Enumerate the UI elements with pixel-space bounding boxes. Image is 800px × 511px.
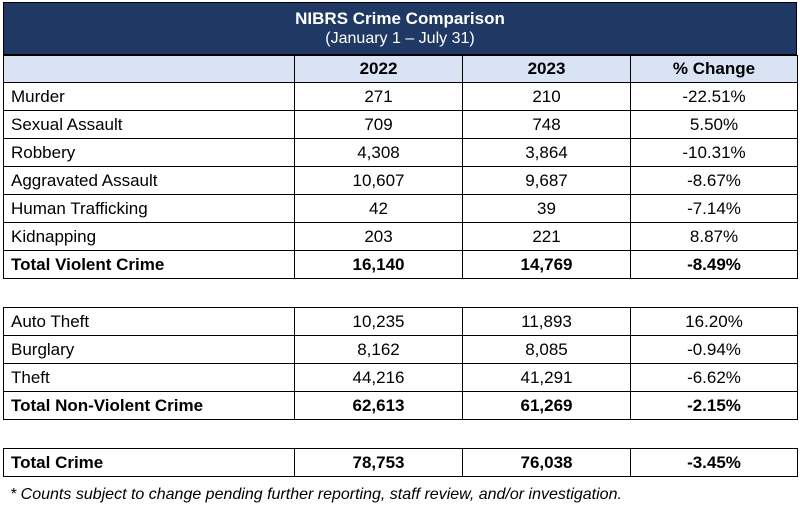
value-2022: 10,607 bbox=[294, 166, 463, 195]
crime-table-container: NIBRS Crime Comparison (January 1 – July… bbox=[3, 2, 798, 477]
percent-change: 5.50% bbox=[630, 110, 798, 139]
table-row: Auto Theft 10,235 11,893 16.20% bbox=[3, 307, 798, 336]
header-cell-change: % Change bbox=[630, 55, 798, 83]
table-banner: NIBRS Crime Comparison (January 1 – July… bbox=[3, 2, 797, 55]
table-body: 2022 2023 % Change Murder 271 210 -22.51% Se… bbox=[3, 55, 798, 477]
value-2022: 44,216 bbox=[294, 363, 463, 392]
value-2022: 42 bbox=[294, 194, 463, 223]
percent-change: -3.45% bbox=[630, 448, 798, 477]
value-2022: 62,613 bbox=[294, 391, 463, 420]
percent-change: -7.14% bbox=[630, 194, 798, 223]
value-2022: 10,235 bbox=[294, 307, 463, 336]
row-label: Sexual Assault bbox=[3, 110, 295, 139]
value-2023: 41,291 bbox=[462, 363, 631, 392]
value-2023: 748 bbox=[462, 110, 631, 139]
percent-change: -8.49% bbox=[630, 250, 798, 279]
header-row: 2022 2023 % Change bbox=[3, 55, 798, 83]
value-2023: 11,893 bbox=[462, 307, 631, 336]
table-row: Theft 44,216 41,291 -6.62% bbox=[3, 363, 798, 392]
value-2023: 76,038 bbox=[462, 448, 631, 477]
value-2023: 9,687 bbox=[462, 166, 631, 195]
percent-change: 16.20% bbox=[630, 307, 798, 336]
header-cell-label bbox=[3, 55, 295, 83]
row-label: Auto Theft bbox=[3, 307, 295, 336]
table-row: Murder 271 210 -22.51% bbox=[3, 82, 798, 111]
row-label: Burglary bbox=[3, 335, 295, 364]
table-row: Kidnapping 203 221 8.87% bbox=[3, 222, 798, 251]
crime-comparison-table: 2022 2023 % Change Murder 271 210 -22.51% Se… bbox=[3, 55, 798, 477]
value-2022: 4,308 bbox=[294, 138, 463, 167]
value-2022: 8,162 bbox=[294, 335, 463, 364]
table-row: Robbery 4,308 3,864 -10.31% bbox=[3, 138, 798, 167]
percent-change: -10.31% bbox=[630, 138, 798, 167]
table-title: NIBRS Crime Comparison bbox=[295, 9, 505, 28]
value-2022: 709 bbox=[294, 110, 463, 139]
row-label: Aggravated Assault bbox=[3, 166, 295, 195]
percent-change: -2.15% bbox=[630, 391, 798, 420]
value-2023: 3,864 bbox=[462, 138, 631, 167]
total-row: Total Non-Violent Crime 62,613 61,269 -2.15… bbox=[3, 391, 798, 420]
group-spacer-row bbox=[3, 278, 798, 308]
percent-change: 8.87% bbox=[630, 222, 798, 251]
row-label: Theft bbox=[3, 363, 295, 392]
percent-change: -6.62% bbox=[630, 363, 798, 392]
value-2023: 8,085 bbox=[462, 335, 631, 364]
table-subtitle: (January 1 – July 31) bbox=[325, 30, 475, 47]
table-row: Sexual Assault 709 748 5.50% bbox=[3, 110, 798, 139]
row-label: Total Non-Violent Crime bbox=[3, 391, 295, 420]
value-2023: 39 bbox=[462, 194, 631, 223]
percent-change: -0.94% bbox=[630, 335, 798, 364]
header-cell-2022: 2022 bbox=[294, 55, 463, 83]
row-label: Robbery bbox=[3, 138, 295, 167]
value-2022: 16,140 bbox=[294, 250, 463, 279]
percent-change: -22.51% bbox=[630, 82, 798, 111]
table-row: Human Trafficking 42 39 -7.14% bbox=[3, 194, 798, 223]
value-2022: 78,753 bbox=[294, 448, 463, 477]
table-row: Aggravated Assault 10,607 9,687 -8.67% bbox=[3, 166, 798, 195]
footnote: * Counts subject to change pending furth… bbox=[10, 486, 622, 503]
row-label: Kidnapping bbox=[3, 222, 295, 251]
group-spacer-row bbox=[3, 419, 798, 449]
header-cell-2023: 2023 bbox=[462, 55, 631, 83]
percent-change: -8.67% bbox=[630, 166, 798, 195]
row-label: Human Trafficking bbox=[3, 194, 295, 223]
value-2023: 221 bbox=[462, 222, 631, 251]
value-2022: 271 bbox=[294, 82, 463, 111]
value-2023: 61,269 bbox=[462, 391, 631, 420]
row-label: Murder bbox=[3, 82, 295, 111]
total-row: Total Violent Crime 16,140 14,769 -8.49% bbox=[3, 250, 798, 279]
value-2023: 210 bbox=[462, 82, 631, 111]
row-label: Total Crime bbox=[3, 448, 295, 477]
table-row: Burglary 8,162 8,085 -0.94% bbox=[3, 335, 798, 364]
value-2022: 203 bbox=[294, 222, 463, 251]
value-2023: 14,769 bbox=[462, 250, 631, 279]
row-label: Total Violent Crime bbox=[3, 250, 295, 279]
total-row: Total Crime 78,753 76,038 -3.45% bbox=[3, 448, 798, 477]
